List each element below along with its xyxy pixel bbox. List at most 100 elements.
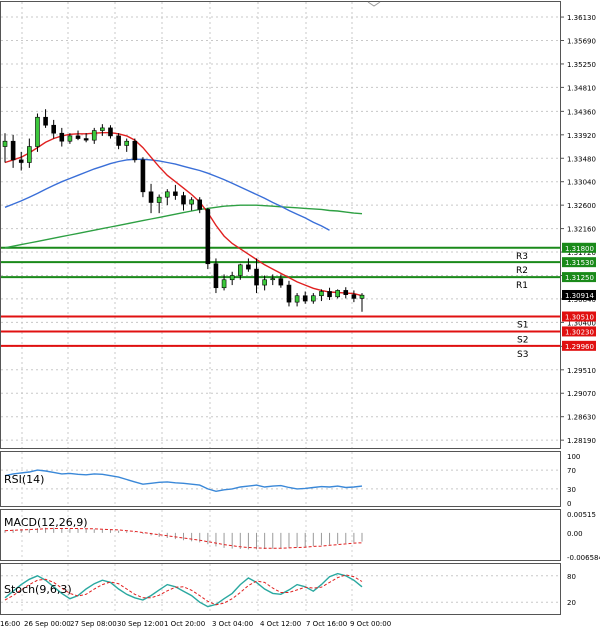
ma-mid-blue-line xyxy=(4,158,330,231)
stoch-k-line xyxy=(4,572,363,608)
macd-tick-label: -0.006584 xyxy=(567,554,600,562)
price-tick-label: 1.35250 xyxy=(567,61,596,69)
level-label-r3: R3 xyxy=(516,252,528,262)
candle-body xyxy=(335,290,340,298)
scroll-caret-icon[interactable] xyxy=(367,1,381,7)
candle-body xyxy=(294,295,300,303)
candle-body xyxy=(108,127,113,137)
main-price-panel xyxy=(0,1,561,449)
candle-body xyxy=(164,191,170,198)
level-price-label: 1.30510 xyxy=(565,314,594,322)
level-price-box xyxy=(562,340,596,351)
candle-body xyxy=(2,140,8,147)
candle-body xyxy=(140,159,146,193)
candle-body xyxy=(100,127,105,131)
candle-body xyxy=(35,116,40,147)
rsi-tick-label: 100 xyxy=(567,453,580,461)
candle-body xyxy=(156,196,162,203)
level-price-label: 1.29960 xyxy=(565,343,594,351)
candle-body xyxy=(254,268,259,286)
candle-body xyxy=(173,191,178,196)
candle-body xyxy=(343,290,349,295)
level-price-box xyxy=(562,326,596,337)
rsi-plot xyxy=(4,469,363,493)
candle-body xyxy=(27,146,32,163)
price-tick-label: 1.28190 xyxy=(567,437,596,445)
time-tick-label: 30 Sep 12:00 xyxy=(117,620,164,628)
level-price-box xyxy=(562,311,596,322)
price-tick-label: 1.33480 xyxy=(567,155,596,163)
stoch-title: Stoch(9,6,3) xyxy=(4,583,72,596)
rsi-tick-label: 70 xyxy=(567,467,576,475)
candle-body xyxy=(359,294,365,299)
price-tick-label: 1.32160 xyxy=(567,226,596,234)
time-tick-label: 7 Oct 16:00 xyxy=(306,620,347,628)
stoch-tick-label: 20 xyxy=(567,599,576,607)
price-tick-label: 1.31720 xyxy=(567,249,596,257)
candle-body xyxy=(229,275,235,281)
time-tick-label: 27 Sep 08:00 xyxy=(70,620,117,628)
candle-body xyxy=(351,294,357,299)
level-price-box xyxy=(562,257,596,268)
price-tick-label: 1.34360 xyxy=(567,108,596,116)
level-price-label: 1.31800 xyxy=(565,245,594,253)
stoch-tick-label: 80 xyxy=(567,573,576,581)
price-tick-label: 1.32600 xyxy=(567,202,596,210)
candle-body xyxy=(83,138,89,141)
price-tick-label: 1.35690 xyxy=(567,38,596,46)
candle-body xyxy=(262,279,267,286)
level-price-box xyxy=(562,242,596,253)
candle-body xyxy=(286,284,292,303)
candle-body xyxy=(59,132,65,142)
candle-body xyxy=(10,140,16,161)
level-price-box xyxy=(562,272,596,283)
candle-body xyxy=(51,124,56,134)
candle-body xyxy=(189,199,194,205)
candle-body xyxy=(116,135,121,146)
candle-body xyxy=(270,278,276,281)
rsi-tick-label: 30 xyxy=(567,486,576,494)
current-price-box xyxy=(562,289,596,300)
price-tick-label: 1.36130 xyxy=(567,14,596,22)
rsi-panel xyxy=(0,451,561,507)
stoch-panel xyxy=(0,563,561,615)
candle-body xyxy=(237,264,243,276)
rsi-line xyxy=(4,469,363,493)
level-price-label: 1.31530 xyxy=(565,259,594,267)
rsi-title: RSI(14) xyxy=(4,473,44,486)
candle-body xyxy=(132,140,138,161)
axis-labels: 1.36130 1.35690 1.35250 1.34810 1.34360 1.339… xyxy=(0,14,600,628)
candle-body xyxy=(213,263,219,289)
ma-fast-red-line xyxy=(4,132,363,297)
candle-body xyxy=(311,295,316,302)
candle-body xyxy=(278,278,284,286)
level-label-s1: S1 xyxy=(517,321,528,331)
candle-body xyxy=(181,195,186,205)
ma-slow-green-line xyxy=(4,204,363,249)
macd-plot xyxy=(4,527,363,550)
candle-body xyxy=(327,291,332,298)
time-tick-label: 4 Oct 12:00 xyxy=(260,620,301,628)
candle-body xyxy=(124,140,130,146)
candle-body xyxy=(148,191,154,203)
price-tick-label: 1.30400 xyxy=(567,319,596,327)
candle-body xyxy=(221,279,227,289)
current-price-label: 1.30914 xyxy=(565,292,594,300)
time-tick-label: 3 Oct 04:00 xyxy=(212,620,253,628)
time-tick-label: 9 Oct 00:00 xyxy=(350,620,391,628)
level-label-s2: S2 xyxy=(517,335,528,345)
level-price-label: 1.31250 xyxy=(565,274,594,282)
candle-body xyxy=(43,116,48,126)
candle-body xyxy=(67,135,73,142)
candle-body xyxy=(75,135,81,139)
price-plot: R3 R2 R1 S1 S2 S3 xyxy=(1,109,560,360)
price-tick-label: 1.28630 xyxy=(567,414,596,422)
price-tick-label: 1.34810 xyxy=(567,84,596,92)
stoch-d-line xyxy=(4,574,363,606)
candle-body xyxy=(205,209,211,265)
candle-body xyxy=(91,130,97,141)
time-tick-label: 16:00 xyxy=(0,620,20,628)
level-label-r2: R2 xyxy=(516,266,528,276)
candle-body xyxy=(18,159,24,163)
